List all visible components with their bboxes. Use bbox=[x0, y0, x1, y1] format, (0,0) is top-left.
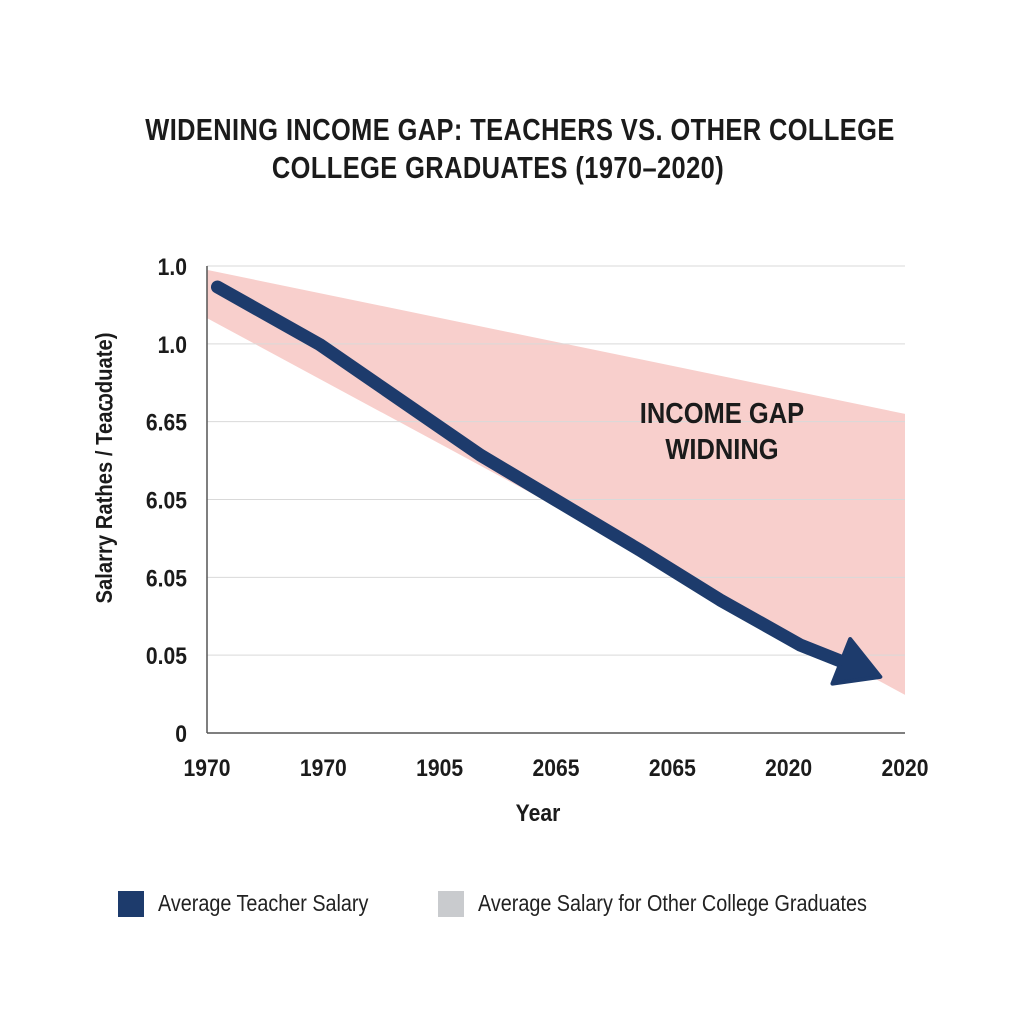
y-tick-label: 6.05 bbox=[146, 487, 187, 514]
legend-swatch-graduates bbox=[438, 890, 464, 917]
y-axis-title: Salarry Rathes / Teaꞷduate) bbox=[91, 333, 118, 604]
x-tick-label: 2020 bbox=[765, 755, 812, 782]
y-tick-label: 6.05 bbox=[146, 565, 187, 592]
y-tick-label: 6.65 bbox=[146, 409, 187, 436]
x-tick-label: 1970 bbox=[184, 755, 231, 782]
chart-title-line-2: COLLEGE GRADUATES (1970–2020) bbox=[271, 150, 725, 185]
y-tick-label: 1.0 bbox=[158, 332, 187, 359]
legend-label-teacher: Average Teacher Salary bbox=[158, 890, 369, 916]
teacher-salary-arrowhead bbox=[830, 637, 883, 686]
chart-title-line-1: WIDENING INCOME GAP: TEACHERS VS. OTHER … bbox=[145, 112, 895, 147]
legend-item-graduates: Average Salary for Other College Graduat… bbox=[438, 890, 930, 917]
y-tick-label: 0 bbox=[175, 721, 187, 748]
teacher-salary-line bbox=[210, 280, 856, 671]
legend-swatch-teacher bbox=[118, 890, 144, 917]
x-tick-label: 2065 bbox=[533, 755, 580, 782]
x-tick-label: 1970 bbox=[300, 755, 347, 782]
x-axis-title: Year bbox=[516, 800, 561, 827]
x-tick-label: 1905 bbox=[416, 755, 463, 782]
annotation-income-gap-line-1: INCOME GAP bbox=[640, 396, 804, 429]
y-tick-label: 1.0 bbox=[158, 254, 187, 281]
annotation-income-gap-line-2: WIDNING bbox=[665, 432, 778, 465]
x-tick-label: 2065 bbox=[649, 755, 696, 782]
income-gap-band bbox=[207, 269, 905, 695]
x-tick-label: 2020 bbox=[882, 755, 929, 782]
legend-label-graduates: Average Salary for Other College Graduat… bbox=[478, 890, 867, 916]
y-tick-label: 0.05 bbox=[146, 643, 187, 670]
legend-item-teacher: Average Teacher Salary bbox=[118, 890, 403, 917]
